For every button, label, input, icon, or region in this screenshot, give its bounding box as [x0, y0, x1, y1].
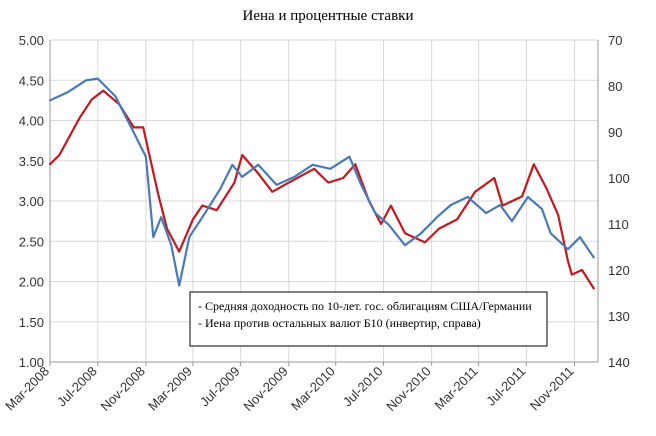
x-tick-label: Jul-2010: [340, 364, 386, 410]
y-left-tick-label: 3.00: [19, 194, 44, 209]
legend: - Средняя доходность по 10-лет. гос. обл…: [189, 291, 548, 347]
chart-title: Иена и процентные ставки: [243, 8, 414, 24]
x-tick-label: Nov-2010: [383, 364, 433, 414]
y-left-tick-label: 4.00: [19, 114, 44, 129]
y-right-tick-label: 100: [608, 171, 630, 186]
y-left-tick-label: 4.50: [19, 73, 44, 88]
x-tick-label: Mar-2008: [2, 364, 52, 414]
legend-entry-us-de-yield: - Средняя доходность по 10-лет. гос. обл…: [198, 299, 532, 313]
series-lines: [48, 77, 595, 290]
legend-box: [189, 291, 548, 347]
y-left-tick-label: 3.50: [19, 154, 44, 169]
y-left-tick-label: 1.00: [19, 355, 44, 370]
x-tick-label: Nov-2009: [240, 364, 290, 414]
x-tick-label: Jul-2011: [483, 364, 528, 409]
y-left-tick-label: 5.00: [19, 33, 44, 48]
x-tick-label: Mar-2011: [431, 364, 480, 413]
y-right-tick-label: 130: [608, 309, 630, 324]
y-left-tick-label: 2.50: [19, 234, 44, 249]
y-left-tick-label: 2.00: [19, 275, 44, 290]
x-tick-label: Nov-2011: [527, 364, 577, 414]
y-right-tick-label: 140: [608, 355, 630, 370]
x-tick-label: Jul-2008: [54, 364, 100, 410]
series-line-yen-inverted: [48, 89, 595, 290]
y-right-tick-label: 110: [608, 217, 629, 232]
y-right-tick-label: 120: [608, 263, 630, 278]
y-left-tick-label: 1.50: [19, 315, 44, 330]
series-line-us-de-yield: [48, 77, 595, 287]
y-right-tick-label: 90: [608, 125, 622, 140]
x-tick-label: Mar-2010: [288, 364, 338, 414]
x-tick-label: Jul-2009: [197, 364, 243, 410]
x-tick-label: Mar-2009: [145, 364, 195, 414]
axes: 1.00 1.50 2.00 2.50 3.00 3.50 4.00 4.50 5.00 70 80…: [2, 33, 630, 414]
x-tick-label: Nov-2008: [98, 364, 148, 414]
legend-entry-yen-inverted: - Иена против остальных валют Б10 (инвер…: [198, 316, 481, 330]
y-right-tick-label: 80: [608, 79, 622, 94]
y-right-tick-label: 70: [608, 33, 622, 48]
